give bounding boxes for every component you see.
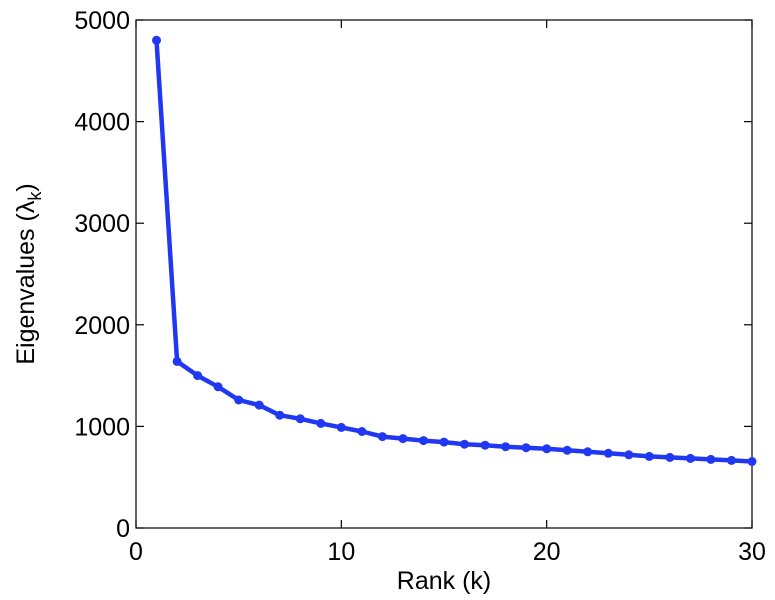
y-axis-label: Eigenvalues (λk) [12, 183, 45, 364]
data-point [706, 454, 716, 464]
data-point [316, 418, 326, 428]
y-tick-label: 5000 [74, 7, 130, 35]
data-point [727, 455, 736, 465]
y-tick-label: 4000 [74, 109, 130, 137]
y-tick-label: 1000 [74, 413, 130, 441]
series-line [154, 38, 755, 464]
plot-area: 0 1000 2000 3000 4000 5000 0 10 20 30 [74, 7, 766, 566]
data-point [521, 443, 531, 453]
data-point [603, 448, 613, 458]
y-tick-label: 2000 [74, 312, 130, 340]
data-point [460, 439, 469, 449]
data-point [336, 422, 346, 432]
data-point [542, 444, 552, 454]
data-point [644, 451, 654, 461]
data-point [480, 440, 490, 450]
y-axis-ticks: 0 1000 2000 3000 4000 5000 [74, 7, 752, 543]
series-eigenvalues [152, 35, 757, 466]
data-point [685, 453, 695, 463]
data-point [665, 452, 675, 462]
data-point [501, 442, 511, 452]
x-tick-label: 0 [129, 538, 143, 566]
y-axis-label-group: Eigenvalues (λk) [12, 183, 45, 364]
y-axis-label-close: ) [12, 183, 40, 191]
data-point [439, 437, 449, 447]
data-point [583, 447, 593, 457]
data-point [747, 457, 757, 466]
y-axis-label-subscript: k [25, 191, 45, 201]
data-point [562, 445, 572, 455]
data-point [275, 410, 285, 420]
data-point [193, 371, 203, 381]
x-axis-ticks: 0 10 20 30 [129, 20, 766, 566]
y-tick-label: 3000 [74, 210, 130, 238]
data-point [377, 432, 387, 442]
x-tick-label: 30 [738, 538, 766, 566]
plot-frame [135, 19, 753, 529]
data-point [213, 382, 223, 392]
y-axis-label-main: Eigenvalues ( [12, 213, 40, 365]
data-point [624, 450, 634, 460]
data-point [419, 436, 428, 446]
data-point [172, 356, 182, 366]
y-tick-label: 0 [116, 515, 130, 543]
data-point [152, 35, 161, 45]
y-axis-label-symbol: λ [12, 200, 40, 213]
x-axis-label: Rank (k) [397, 567, 491, 595]
data-point [234, 395, 244, 405]
data-point [295, 414, 305, 424]
x-tick-label: 10 [327, 538, 355, 566]
data-point [398, 434, 408, 444]
x-tick-label: 20 [533, 538, 561, 566]
data-point [254, 400, 264, 410]
data-point [357, 427, 367, 436]
